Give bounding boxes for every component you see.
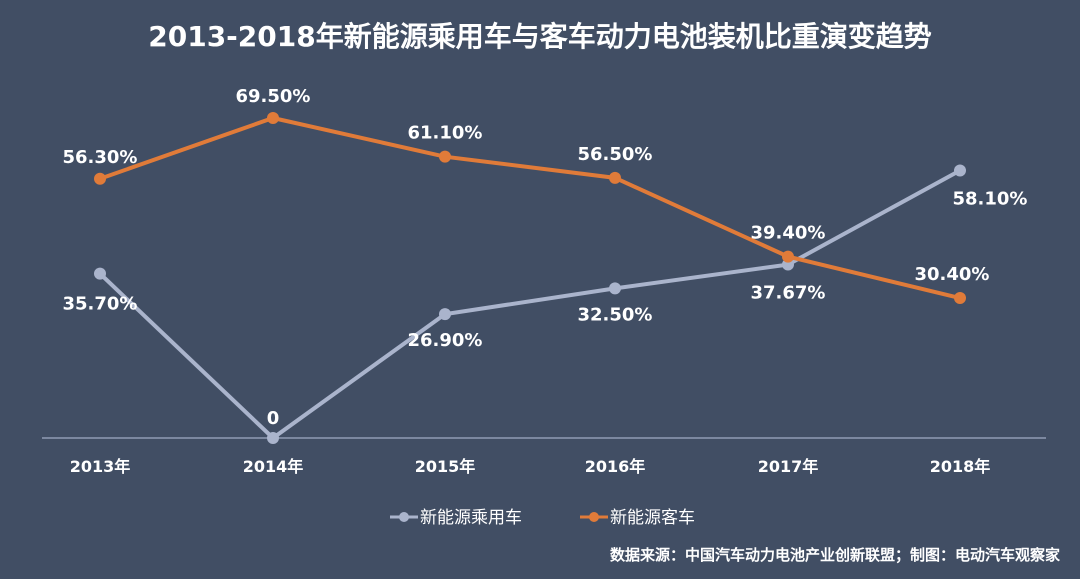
data-point — [94, 267, 106, 280]
data-label: 30.40% — [915, 264, 990, 285]
data-label: 58.10% — [953, 188, 1028, 209]
data-label: 37.67% — [751, 283, 826, 304]
data-point — [439, 308, 451, 321]
x-tick-label: 2017年 — [758, 457, 819, 476]
data-point — [267, 112, 279, 124]
x-tick-label: 2014年 — [243, 457, 304, 476]
data-point — [782, 250, 794, 263]
x-tick-label: 2016年 — [585, 457, 646, 476]
data-label: 69.50% — [236, 86, 311, 107]
source-note: 数据来源：中国汽车动力电池产业创新联盟；制图：电动汽车观察家 — [610, 546, 1060, 564]
data-label: 39.40% — [751, 223, 826, 244]
x-tick-label: 2018年 — [930, 457, 991, 476]
data-point — [439, 150, 451, 163]
data-label: 35.70% — [63, 294, 138, 315]
data-label: 26.90% — [408, 330, 483, 351]
data-point — [94, 172, 106, 185]
x-tick-label: 2015年 — [415, 457, 476, 476]
data-point — [609, 282, 621, 295]
legend-bus: 新能源客车 — [610, 508, 695, 528]
data-label: 0 — [267, 408, 280, 429]
data-point — [609, 171, 621, 184]
series-line-0 — [98, 168, 961, 441]
data-label: 56.50% — [578, 144, 653, 165]
data-point — [954, 164, 966, 177]
data-point — [954, 292, 966, 305]
legend: 新能源乘用车 新能源客车 — [390, 508, 695, 528]
data-label: 61.10% — [408, 123, 483, 144]
x-tick-label: 2013年 — [70, 457, 131, 476]
legend-passenger: 新能源乘用车 — [420, 508, 522, 528]
data-point — [267, 432, 279, 444]
series-line-1 — [99, 115, 961, 300]
data-label: 32.50% — [578, 304, 653, 325]
chart-title: 2013-2018年新能源乘用车与客车动力电池装机比重演变趋势 — [148, 20, 931, 53]
data-label: 56.30% — [63, 147, 138, 168]
